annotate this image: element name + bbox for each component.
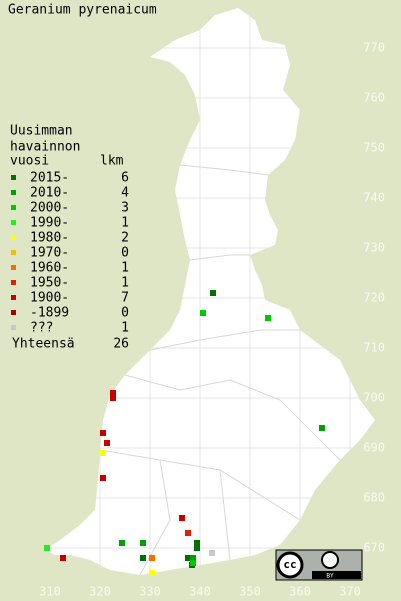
observation (104, 440, 110, 446)
observation (179, 515, 185, 521)
y-label: 740 (363, 191, 385, 205)
y-label: 760 (363, 91, 385, 105)
observation (265, 315, 271, 321)
observation (210, 290, 216, 296)
legend-swatch (11, 325, 16, 330)
legend-swatch (11, 265, 16, 270)
observation (100, 475, 106, 481)
observation (149, 570, 155, 576)
x-label: 350 (239, 585, 261, 599)
legend-header: havainnon (10, 140, 80, 155)
observation (190, 560, 196, 566)
legend-label: 1970- (30, 246, 69, 261)
legend-swatch (11, 250, 16, 255)
legend-count: 7 (121, 291, 129, 306)
legend-count: 1 (121, 261, 129, 276)
x-label: 340 (189, 585, 211, 599)
observation (44, 545, 50, 551)
legend-label: 1990- (30, 216, 69, 231)
x-label: 360 (289, 585, 311, 599)
legend-swatch (11, 235, 16, 240)
legend-header: Uusimman (10, 124, 73, 139)
y-label: 700 (363, 391, 385, 405)
observation (319, 425, 325, 431)
legend-label: 1980- (30, 231, 69, 246)
y-label: 710 (363, 341, 385, 355)
legend-label: ??? (30, 321, 53, 336)
x-label: 320 (89, 585, 111, 599)
legend-count: 1 (121, 276, 129, 291)
legend-count: 2 (121, 231, 129, 246)
observation (140, 555, 146, 561)
y-label: 670 (363, 541, 385, 555)
title: Geranium pyrenaicum (8, 3, 157, 18)
observation (149, 555, 155, 561)
y-label: 770 (363, 41, 385, 55)
observation (194, 545, 200, 551)
legend-label: 1950- (30, 276, 69, 291)
legend-count: 3 (121, 201, 129, 216)
legend-swatch (11, 205, 16, 210)
legend-swatch (11, 295, 16, 300)
badge-strip (312, 571, 361, 579)
legend-label: -1899 (30, 306, 69, 321)
legend-swatch (11, 190, 16, 195)
observation (185, 555, 191, 561)
legend-label: 2015- (30, 171, 69, 186)
legend-swatch (11, 220, 16, 225)
legend-label: 1900- (30, 291, 69, 306)
cc-text: cc (283, 558, 296, 571)
regions (99, 164, 341, 576)
observation (60, 555, 66, 561)
legend-label: 2010- (30, 186, 69, 201)
observation (100, 430, 106, 436)
legend-count: 1 (121, 321, 129, 336)
x-label: 330 (139, 585, 161, 599)
y-label: 690 (363, 441, 385, 455)
observation (110, 390, 116, 396)
observation (200, 310, 206, 316)
legend-count: 4 (121, 186, 129, 201)
total-label: Yhteensä (12, 337, 75, 352)
observation (185, 530, 191, 536)
observation (100, 450, 106, 456)
license-badge: cc BY (275, 549, 363, 581)
observation (110, 395, 116, 401)
total: 26 (113, 337, 129, 352)
y-label: 680 (363, 491, 385, 505)
x-label: 370 (339, 585, 361, 599)
observation (140, 540, 146, 546)
observation (190, 555, 196, 561)
y-label: 720 (363, 291, 385, 305)
legend-count-header: lkm (100, 154, 124, 169)
legend-swatch (11, 310, 16, 315)
x-label: 310 (39, 585, 61, 599)
legend-count: 6 (121, 171, 129, 186)
legend-label: 1960- (30, 261, 69, 276)
observation (194, 540, 200, 546)
legend-swatch (11, 175, 16, 180)
legend-count: 0 (121, 306, 129, 321)
legend-swatch (11, 280, 16, 285)
legend-count: 1 (121, 216, 129, 231)
observation (209, 550, 215, 556)
legend-count: 0 (121, 246, 129, 261)
y-label: 750 (363, 141, 385, 155)
by-text: BY (326, 573, 334, 580)
cc-circle (276, 551, 304, 579)
y-label: 730 (363, 241, 385, 255)
legend-label: 2000- (30, 201, 69, 216)
observation (119, 540, 125, 546)
legend-header: vuosi (10, 154, 49, 169)
by-icon (321, 551, 339, 569)
